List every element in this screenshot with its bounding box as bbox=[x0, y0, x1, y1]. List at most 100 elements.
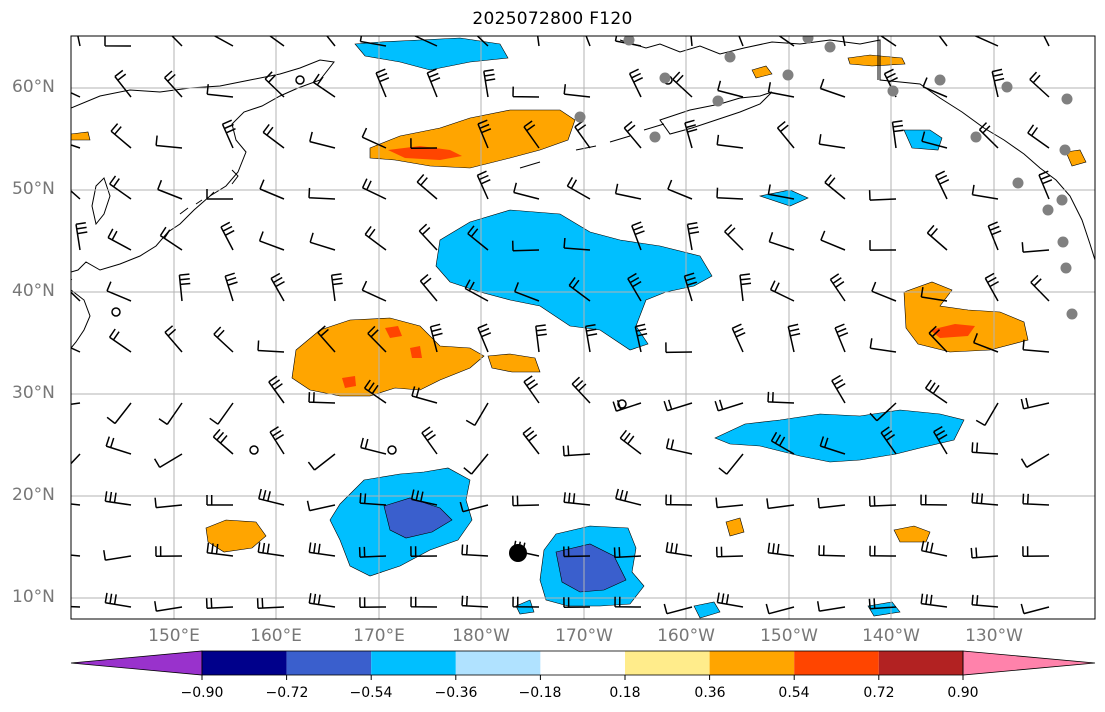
wind-barb bbox=[221, 119, 236, 149]
wind-barb bbox=[256, 597, 285, 609]
wind-barb bbox=[106, 402, 132, 425]
wind-barb bbox=[317, 325, 336, 353]
lon-label-160w: 160°W bbox=[657, 626, 715, 646]
colorbar-tick-label: −0.72 bbox=[265, 685, 309, 701]
wind-barb bbox=[164, 325, 183, 353]
wind-barb bbox=[973, 36, 999, 47]
wind-barb bbox=[461, 595, 489, 608]
wind-barb bbox=[309, 131, 336, 149]
wind-barb bbox=[778, 36, 795, 47]
wind-barb bbox=[359, 493, 387, 506]
wind-barb bbox=[258, 488, 285, 506]
wind-barb bbox=[363, 379, 387, 404]
wind-barb bbox=[171, 36, 183, 47]
wind-barb bbox=[818, 545, 846, 557]
wind-barb bbox=[562, 445, 591, 457]
wind-barb bbox=[920, 494, 948, 506]
wind-barb bbox=[361, 280, 387, 302]
colorbar-tick-label: 0.36 bbox=[694, 685, 726, 701]
wind-barb bbox=[816, 601, 846, 612]
colorbar-tick-label: −0.36 bbox=[434, 685, 478, 701]
wind-barbs bbox=[71, 36, 1053, 615]
colorbar-extend-min bbox=[70, 650, 203, 676]
wind-barb bbox=[921, 131, 948, 149]
storm-center-marker bbox=[509, 544, 527, 562]
wind-barb bbox=[614, 596, 642, 608]
wind-barb bbox=[765, 603, 795, 615]
positive-core bbox=[388, 146, 462, 160]
colorbar-tick-label: −0.54 bbox=[349, 685, 393, 701]
wind-barb bbox=[523, 120, 540, 149]
wind-barb bbox=[307, 453, 336, 471]
wind-barb bbox=[1020, 603, 1050, 615]
coastlines bbox=[71, 36, 1095, 349]
wind-barb bbox=[715, 497, 744, 509]
lon-label-180w: 180°W bbox=[452, 626, 510, 646]
asia-coastline bbox=[71, 59, 335, 273]
wind-barb bbox=[926, 224, 948, 251]
wind-barb bbox=[367, 325, 387, 353]
lat-label-20n: 20°N bbox=[12, 485, 55, 505]
wind-barb bbox=[714, 399, 744, 412]
wind-barb bbox=[459, 501, 489, 513]
wind-barb bbox=[308, 187, 336, 200]
wind-barb bbox=[308, 593, 336, 608]
wind-barb bbox=[206, 84, 234, 98]
alaska-coastline bbox=[619, 39, 1095, 261]
wind-barb bbox=[364, 225, 387, 251]
wind-barb bbox=[971, 594, 999, 608]
wind-barb bbox=[869, 402, 897, 422]
wind-barb bbox=[831, 374, 846, 404]
wind-barb bbox=[476, 36, 489, 47]
wind-barb bbox=[410, 489, 438, 506]
wind-barb bbox=[869, 240, 897, 251]
wind-barb bbox=[731, 323, 746, 353]
calm-markers bbox=[111, 75, 673, 455]
wind-barb bbox=[206, 189, 233, 200]
wind-barb bbox=[71, 92, 81, 98]
wind-barb bbox=[829, 273, 846, 302]
colorbar-tick-label: 0.90 bbox=[947, 685, 979, 701]
wind-barb bbox=[767, 542, 795, 557]
wind-barb bbox=[308, 542, 336, 557]
wind-barb bbox=[631, 221, 645, 251]
wind-barb bbox=[104, 36, 132, 47]
wind-barb bbox=[360, 437, 387, 455]
wind-barb bbox=[107, 228, 132, 251]
wind-barb bbox=[563, 84, 591, 98]
lon-label-130w: 130°W bbox=[965, 626, 1023, 646]
lon-label-170w: 170°W bbox=[555, 626, 613, 646]
wind-barb bbox=[205, 597, 234, 609]
wind-barb bbox=[970, 547, 999, 559]
wind-barb bbox=[259, 179, 285, 200]
wind-barb bbox=[213, 36, 234, 47]
wind-barb bbox=[164, 70, 183, 98]
station-markers bbox=[574, 36, 1078, 320]
wind-barb bbox=[665, 542, 693, 557]
wind-barb bbox=[868, 190, 897, 201]
wind-barb bbox=[110, 123, 132, 149]
wind-barb bbox=[330, 273, 343, 302]
wind-barb bbox=[258, 231, 285, 251]
wind-barb bbox=[522, 426, 540, 455]
wind-barb bbox=[114, 69, 132, 98]
wind-barb bbox=[978, 122, 999, 149]
wind-barb bbox=[920, 286, 948, 302]
wind-barb bbox=[71, 347, 81, 353]
wind-barb bbox=[105, 436, 132, 455]
wind-barb bbox=[563, 237, 591, 251]
colorbar-tick-label: 0.54 bbox=[778, 685, 810, 701]
wind-barb bbox=[787, 323, 801, 353]
wind-barb bbox=[1029, 71, 1050, 98]
wind-barb bbox=[883, 68, 898, 98]
wind-barb bbox=[767, 391, 795, 404]
wind-barb bbox=[71, 278, 81, 302]
wind-barb bbox=[264, 71, 285, 98]
wind-barb bbox=[869, 545, 897, 557]
wind-barb bbox=[665, 494, 693, 506]
wind-barb bbox=[984, 272, 999, 302]
negative-region bbox=[714, 409, 965, 463]
wind-barb bbox=[717, 80, 744, 98]
wind-barb bbox=[358, 546, 387, 558]
